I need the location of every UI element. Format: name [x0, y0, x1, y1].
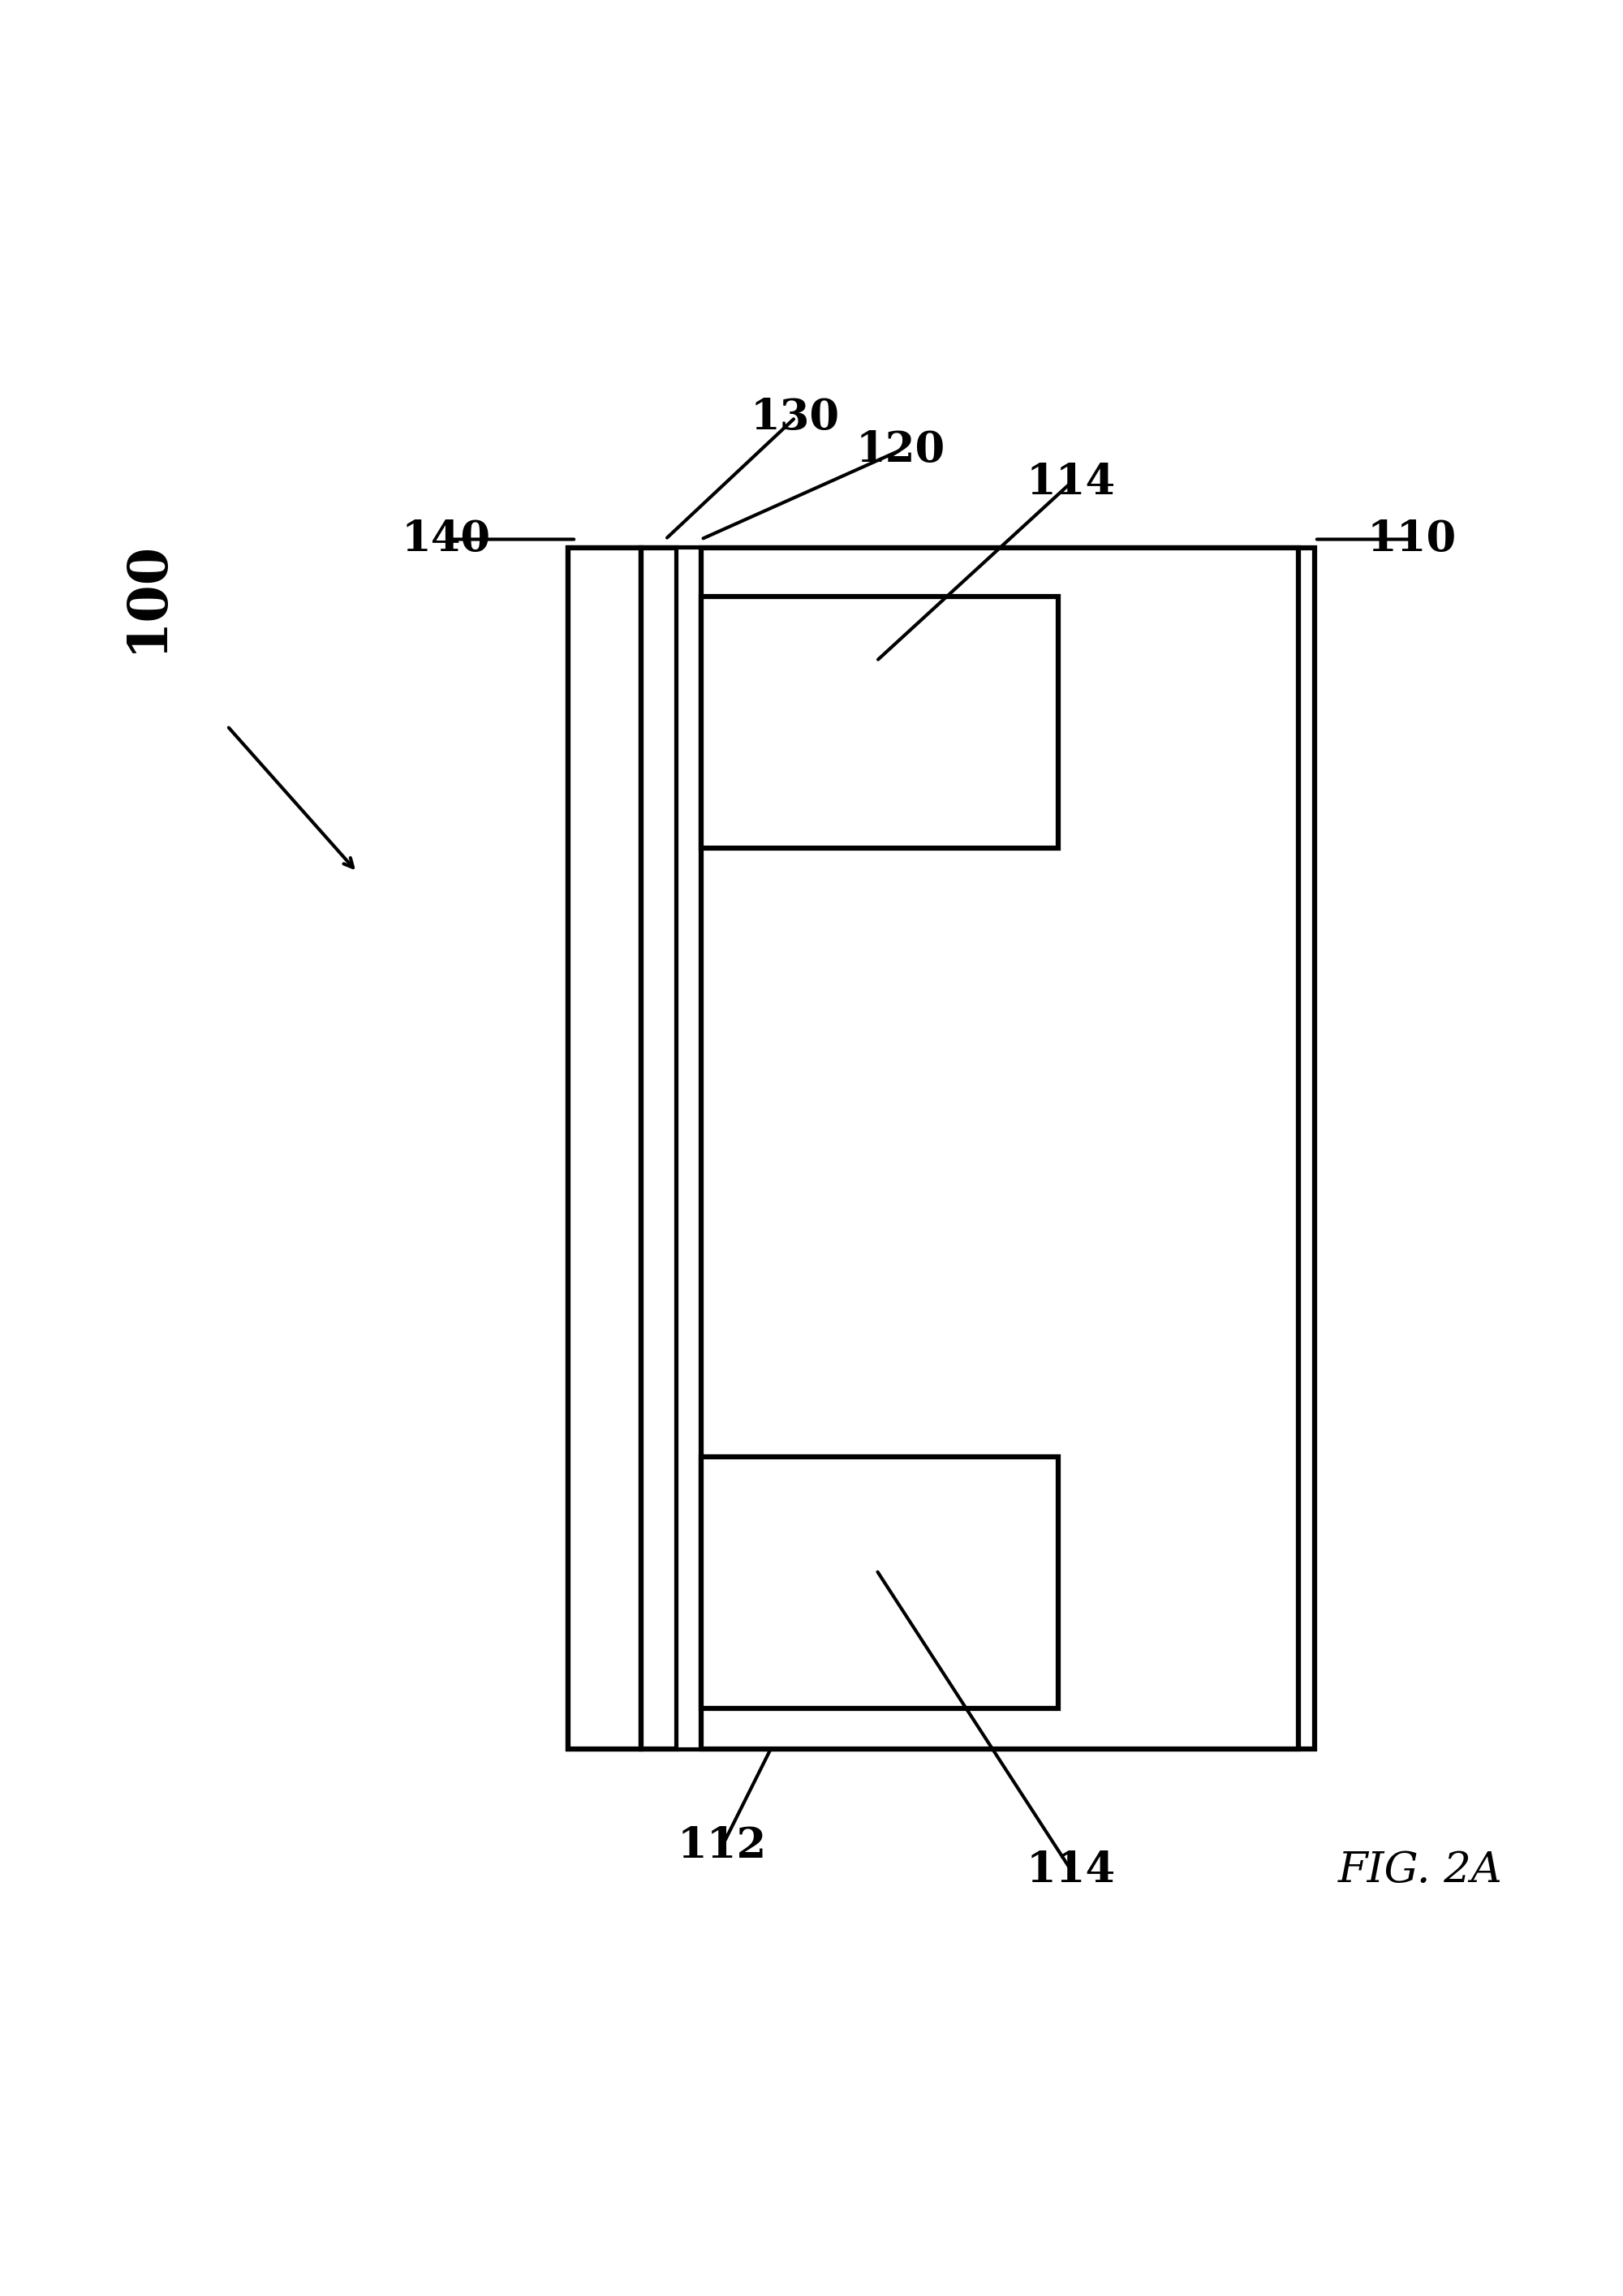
- Bar: [701, 597, 1058, 847]
- Text: 120: 120: [855, 429, 946, 471]
- Text: FIG. 2A: FIG. 2A: [1337, 1851, 1503, 1892]
- Bar: [568, 546, 1315, 1750]
- Bar: [641, 546, 677, 1750]
- Text: 100: 100: [120, 540, 172, 652]
- Bar: [701, 1456, 1058, 1708]
- Text: 114: 114: [1026, 1851, 1117, 1892]
- Bar: [568, 546, 641, 1750]
- Text: 110: 110: [1367, 519, 1457, 560]
- Text: 130: 130: [750, 397, 841, 439]
- Text: 140: 140: [401, 519, 492, 560]
- Bar: [701, 546, 1298, 1750]
- Text: 112: 112: [677, 1825, 768, 1867]
- Text: 114: 114: [1026, 461, 1117, 503]
- Bar: [677, 546, 701, 1750]
